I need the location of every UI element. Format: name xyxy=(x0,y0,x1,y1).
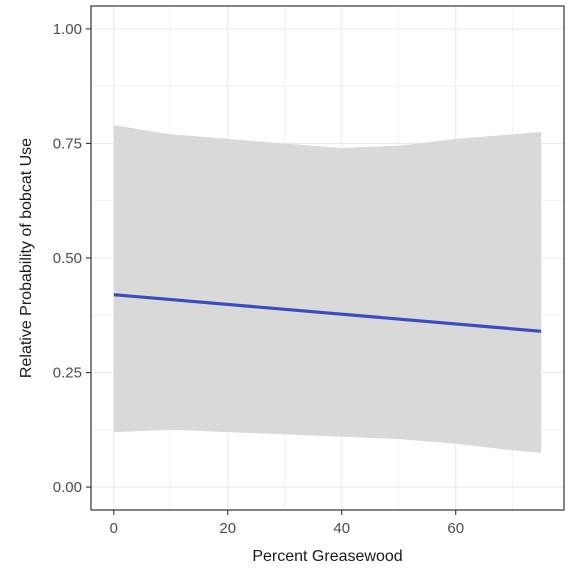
y-tick-label: 0.00 xyxy=(53,479,82,496)
y-tick-label: 0.75 xyxy=(53,135,82,152)
fit-line xyxy=(113,293,542,333)
y-tick-label: 1.00 xyxy=(53,21,82,38)
confidence-band xyxy=(113,125,542,453)
fit-line-layer xyxy=(113,293,542,333)
y-axis-title: Relative Probability of bobcat Use xyxy=(18,138,35,378)
y-tick-label: 0.25 xyxy=(53,365,82,382)
x-tick-label: 60 xyxy=(447,520,464,537)
x-tick-label: 0 xyxy=(110,520,118,537)
x-tick-label: 40 xyxy=(333,520,350,537)
x-tick-label: 20 xyxy=(219,520,236,537)
y-tick-label: 0.50 xyxy=(53,250,82,267)
x-axis: 0 20 40 60 xyxy=(110,510,464,537)
x-axis-title: Percent Greasewood xyxy=(252,548,402,565)
y-axis: 0.00 0.25 0.50 0.75 1.00 xyxy=(53,21,91,496)
